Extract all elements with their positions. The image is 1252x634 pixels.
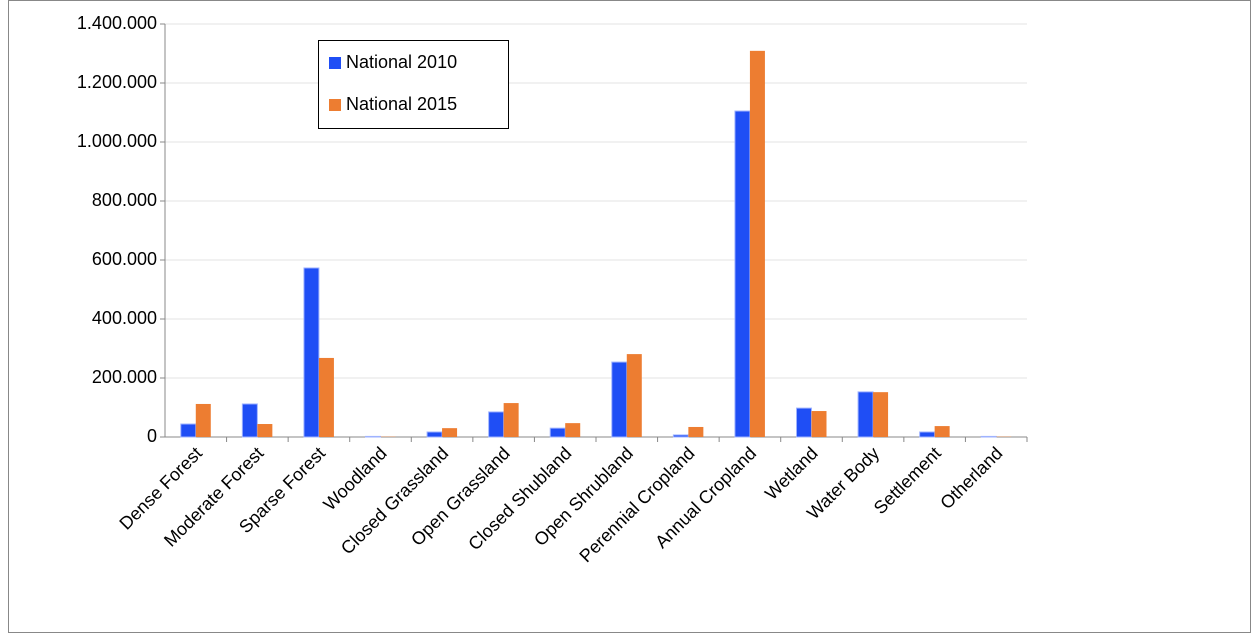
- chart-border: [8, 0, 1251, 633]
- bar: [503, 403, 519, 437]
- y-tick-label: 0: [147, 426, 157, 446]
- x-tick-label: Closed Grassland: [337, 443, 452, 558]
- y-tick-label: 1.400.000: [77, 13, 157, 33]
- bar: [672, 434, 689, 438]
- y-tick-label: 1.000.000: [77, 131, 157, 151]
- y-tick-label: 1.200.000: [77, 72, 157, 92]
- bar: [180, 423, 197, 438]
- x-tick-label: Settlement: [870, 443, 945, 518]
- bar: [796, 407, 812, 438]
- bar: [857, 391, 874, 438]
- legend-swatch: [329, 99, 341, 111]
- bar: [426, 431, 443, 438]
- bar: [488, 411, 505, 438]
- bar: [873, 392, 889, 437]
- bar: [626, 354, 642, 437]
- bar: [734, 110, 751, 438]
- x-tick-label: Wetland: [761, 443, 822, 504]
- bar: [611, 361, 628, 438]
- bar: [688, 426, 704, 437]
- bar: [811, 411, 827, 437]
- bar: [980, 435, 997, 438]
- bar: [195, 403, 211, 437]
- bar: [565, 423, 581, 437]
- y-tick-label: 200.000: [92, 367, 157, 387]
- bar: [365, 435, 381, 438]
- y-tick-label: 800.000: [92, 190, 157, 210]
- y-tick-label: 400.000: [92, 308, 157, 328]
- legend: National 2010 National 2015: [318, 40, 509, 129]
- bar: [241, 403, 258, 438]
- legend-box: [318, 40, 509, 129]
- legend-swatch: [329, 57, 341, 69]
- legend-label: National 2010: [346, 52, 457, 72]
- bar: [549, 427, 566, 438]
- x-tick-label: Perennial Cropland: [575, 443, 698, 566]
- bar: [919, 431, 936, 438]
- x-tick-label: Otherland: [936, 443, 1006, 513]
- bar: [442, 428, 458, 437]
- bar: [257, 424, 273, 437]
- x-tick-label: Closed Shubland: [464, 443, 575, 554]
- bar: [318, 357, 334, 437]
- bar: [934, 426, 950, 437]
- bar: [303, 267, 320, 438]
- legend-label: National 2015: [346, 94, 457, 114]
- bar: [749, 50, 765, 437]
- y-tick-label: 600.000: [92, 249, 157, 269]
